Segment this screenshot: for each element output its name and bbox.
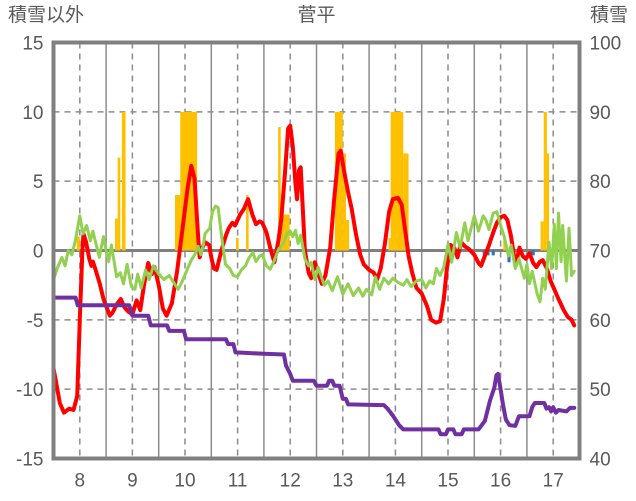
orange-bar [388,238,391,251]
orange-bar [342,153,346,251]
left-axis-title: 積雪以外 [8,5,85,26]
x-tick-label: 14 [385,471,407,492]
blue-bar [530,250,535,256]
green-line [52,204,576,304]
right-tick-label: 100 [590,34,622,55]
x-tick-label: 12 [280,471,301,492]
right-tick-label: 40 [590,450,611,471]
x-tick-label: 16 [490,471,511,492]
orange-bar [546,153,549,251]
orange-bar [117,157,121,251]
chart-title: 菅平 [297,5,336,26]
left-tick-label: -15 [16,450,43,471]
right-tick-label: 80 [590,172,611,193]
x-tick-label: 13 [332,471,353,492]
x-tick-label: 11 [228,471,248,492]
right-tick-label: 50 [590,380,611,401]
left-tick-label: -5 [27,311,44,332]
orange-bar [390,111,404,251]
right-tick-label: 60 [590,311,611,332]
right-tick-label: 90 [590,103,611,124]
x-tick-label: 8 [75,471,86,492]
left-tick-label: 5 [33,172,44,193]
right-axis-title: 積雪 [589,5,628,26]
orange-bar [115,218,118,251]
left-tick-label: 0 [33,242,44,263]
x-tick-label: 10 [174,471,195,492]
right-tick-label: 70 [590,242,611,263]
orange-bar [540,221,544,251]
plot-border [51,40,582,461]
x-tick-label: 15 [437,471,458,492]
orange-bar [76,236,80,251]
orange-bar [543,111,547,251]
orange-bar [334,111,343,251]
blue-bar [491,250,495,256]
left-tick-label: 10 [22,103,43,124]
x-tick-label: 17 [543,471,564,492]
purple-line [51,295,577,437]
orange-bar [403,153,409,251]
orange-bar [246,195,249,251]
orange-bar [175,195,181,251]
x-tick-label: 9 [127,471,138,492]
left-tick-label: 15 [22,34,43,55]
orange-bar [236,238,239,251]
orange-bar [345,219,350,251]
orange-bar [278,127,281,251]
orange-bar [280,214,290,251]
orange-bar [121,111,126,251]
left-tick-label: -10 [16,380,43,401]
